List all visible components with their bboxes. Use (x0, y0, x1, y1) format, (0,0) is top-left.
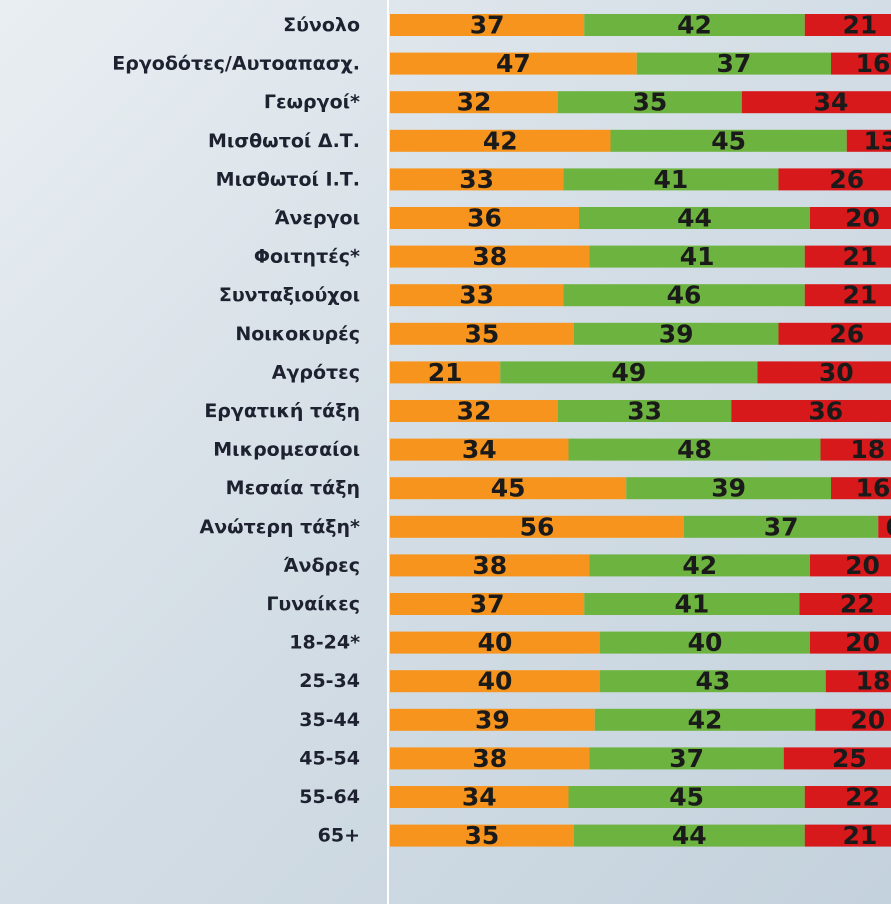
value-label: 34 (462, 435, 497, 464)
value-label: 41 (674, 590, 709, 619)
value-label: 36 (808, 397, 843, 426)
category-label: 45-54 (299, 747, 360, 769)
value-label: 21 (842, 11, 877, 40)
category-label: 25-34 (299, 670, 360, 692)
value-label: 39 (711, 474, 746, 503)
category-label: 18-24* (289, 632, 360, 654)
value-label: 32 (457, 88, 492, 117)
category-label: Ανώτερη τάξη* (200, 516, 361, 538)
value-label: 21 (428, 358, 463, 387)
value-label: 47 (496, 49, 531, 78)
value-label: 33 (459, 165, 494, 194)
category-label: Εργοδότες/Αυτοαπασχ. (112, 53, 360, 75)
value-label: 26 (829, 319, 864, 348)
value-label: 37 (669, 744, 704, 773)
value-label: 40 (478, 628, 513, 657)
category-label: Γεωργοί* (264, 91, 360, 113)
value-label: 38 (472, 242, 507, 271)
value-label: 45 (491, 474, 526, 503)
category-label: Μισθωτοί Ι.Τ. (216, 168, 360, 190)
category-label: Νοικοκυρές (235, 323, 360, 345)
value-label: 13 (863, 126, 891, 155)
value-label: 48 (677, 435, 712, 464)
category-label: Σύνολο (283, 14, 360, 36)
value-label: 41 (653, 165, 688, 194)
value-label: 49 (611, 358, 646, 387)
value-label: 44 (672, 821, 707, 850)
category-label: Μεσαία τάξη (226, 477, 360, 499)
value-label: 42 (677, 11, 712, 40)
category-label: 65+ (318, 825, 360, 847)
value-label: 26 (829, 165, 864, 194)
value-label: 40 (688, 628, 723, 657)
value-label: 45 (711, 126, 746, 155)
category-label: 55-64 (299, 786, 360, 808)
value-label: 37 (470, 590, 505, 619)
category-label: Άνεργοι (274, 207, 360, 229)
value-label: 37 (764, 512, 799, 541)
category-label: 35-44 (299, 709, 360, 731)
value-label: 34 (462, 783, 497, 812)
value-label: 22 (840, 590, 875, 619)
value-label: 39 (659, 319, 694, 348)
value-label: 20 (850, 705, 885, 734)
value-label: 30 (819, 358, 854, 387)
value-label: 56 (520, 512, 555, 541)
value-label: 37 (716, 49, 751, 78)
value-label: 20 (845, 628, 880, 657)
value-label: 25 (832, 744, 867, 773)
value-label: 35 (632, 88, 667, 117)
value-label: 42 (688, 705, 723, 734)
value-label: 20 (845, 551, 880, 580)
value-label: 33 (627, 397, 662, 426)
value-label: 35 (464, 319, 499, 348)
value-label: 42 (682, 551, 717, 580)
value-label: 16 (856, 49, 891, 78)
value-label: 38 (472, 551, 507, 580)
value-label: 37 (470, 11, 505, 40)
category-label: Άνδρες (283, 554, 360, 576)
value-label: 41 (680, 242, 715, 271)
value-label: 32 (457, 397, 492, 426)
value-label: 18 (850, 435, 885, 464)
value-label: 46 (667, 281, 702, 310)
category-label: Μισθωτοί Δ.Τ. (208, 130, 360, 152)
value-label: 36 (467, 204, 502, 233)
category-label: Μικρομεσαίοι (213, 439, 360, 461)
value-label: 39 (475, 705, 510, 734)
value-label: 45 (669, 783, 704, 812)
value-label: 35 (464, 821, 499, 850)
page: {"chart_data": {"type": "bar", "orientat… (0, 0, 891, 904)
value-label: 21 (842, 281, 877, 310)
chart: Σύνολο374221Εργοδότες/Αυτοαπασχ.473716Γε… (0, 0, 891, 904)
value-label: 42 (483, 126, 518, 155)
value-label: 21 (842, 242, 877, 271)
value-label: 38 (472, 744, 507, 773)
value-label: 20 (845, 204, 880, 233)
value-label: 43 (695, 667, 730, 696)
category-label: Συνταξιούχοι (219, 284, 360, 306)
value-label: 16 (856, 474, 891, 503)
value-label: 6 (885, 512, 891, 541)
value-label: 33 (459, 281, 494, 310)
value-label: 21 (842, 821, 877, 850)
value-label: 18 (856, 667, 891, 696)
category-label: Εργατική τάξη (204, 400, 360, 422)
category-label: Φοιτητές* (254, 246, 360, 268)
category-label: Αγρότες (272, 361, 360, 383)
value-label: 40 (478, 667, 513, 696)
value-label: 22 (845, 783, 880, 812)
value-label: 34 (814, 88, 849, 117)
category-label: Γυναίκες (266, 593, 360, 615)
value-label: 44 (677, 204, 712, 233)
